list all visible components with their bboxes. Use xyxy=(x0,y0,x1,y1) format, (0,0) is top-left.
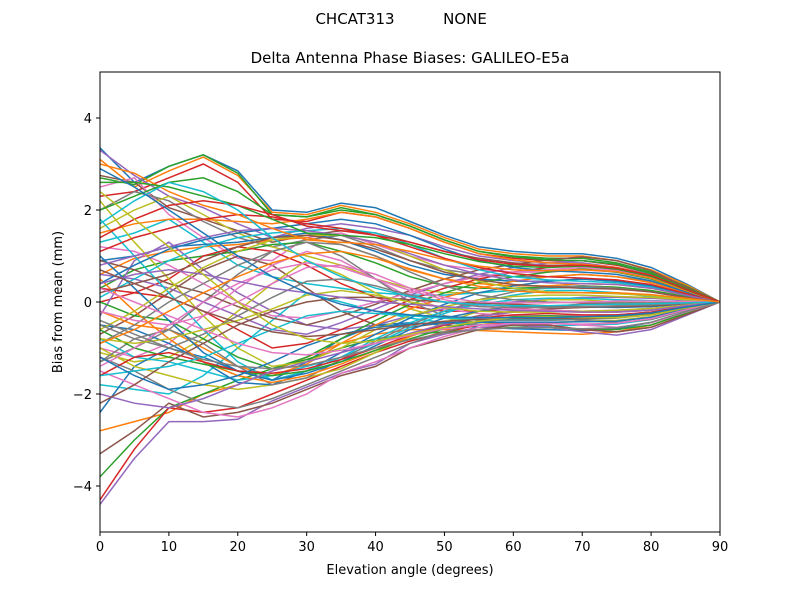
series-line-s64 xyxy=(100,200,720,303)
suptitle-radome: NONE xyxy=(443,10,487,28)
y-tick-label: −2 xyxy=(73,388,92,403)
suptitle-station: CHCAT313 xyxy=(315,10,394,28)
x-tick-label: 60 xyxy=(505,540,522,555)
series-lines xyxy=(100,147,720,505)
x-axis: 0 10 20 30 40 50 60 70 80 90 xyxy=(96,532,728,555)
x-tick-label: 80 xyxy=(643,540,660,555)
y-axis-label: Bias from mean (mm) xyxy=(51,231,66,373)
series-line-s70 xyxy=(100,181,720,307)
series-line-s46 xyxy=(100,296,720,404)
x-tick-label: 40 xyxy=(367,540,384,555)
series-line-s69 xyxy=(100,191,720,345)
series-line-s67 xyxy=(100,287,720,356)
x-tick-label: 70 xyxy=(574,540,591,555)
series-line-s49 xyxy=(100,234,720,331)
series-line-s43 xyxy=(100,301,720,377)
series-line-s71 xyxy=(100,167,720,319)
series-line-s51 xyxy=(100,218,720,303)
series-line-s48 xyxy=(100,241,720,345)
x-tick-label: 90 xyxy=(712,540,729,555)
series-line-s32 xyxy=(100,273,720,377)
series-line-s72 xyxy=(100,250,720,345)
series-line-s68 xyxy=(100,301,720,370)
series-line-s58 xyxy=(100,278,720,349)
series-line-s41 xyxy=(100,255,720,381)
y-tick-label: 0 xyxy=(84,296,92,311)
series-line-s62 xyxy=(100,163,720,303)
series-line-s57 xyxy=(100,264,720,326)
series-line-s55 xyxy=(100,227,720,303)
series-line-s56 xyxy=(100,234,720,303)
x-tick-label: 50 xyxy=(436,540,453,555)
x-tick-label: 30 xyxy=(298,540,315,555)
y-tick-label: 4 xyxy=(84,112,92,127)
x-axis-label: Elevation angle (degrees) xyxy=(326,563,493,578)
series-line-s61 xyxy=(100,301,720,391)
x-tick-label: 0 xyxy=(96,540,104,555)
series-line-s54 xyxy=(100,213,720,303)
y-axis: −4 −2 0 2 4 xyxy=(73,112,100,495)
series-line-s53 xyxy=(100,177,720,303)
series-line-s45 xyxy=(100,301,720,409)
series-line-s63 xyxy=(100,181,720,303)
y-tick-label: −4 xyxy=(73,480,92,495)
x-tick-label: 10 xyxy=(161,540,178,555)
x-tick-label: 20 xyxy=(230,540,247,555)
y-tick-label: 2 xyxy=(84,204,92,219)
chart-title: Delta Antenna Phase Biases: GALILEO-E5a xyxy=(251,49,570,67)
